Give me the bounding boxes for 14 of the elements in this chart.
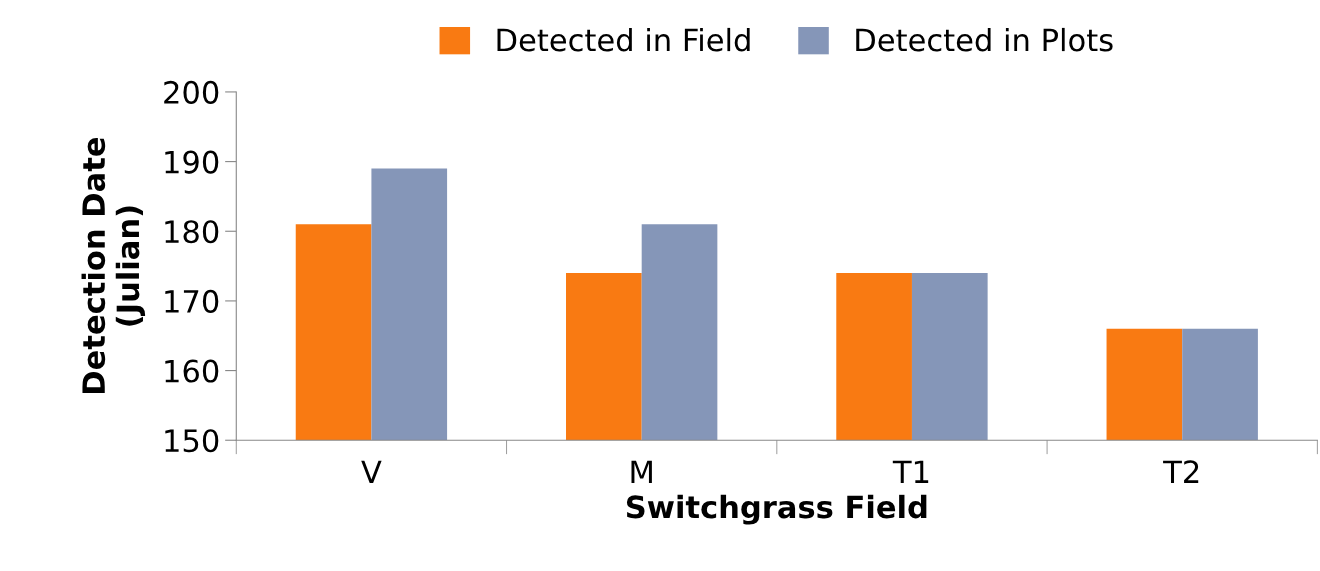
x-axis-title: Switchgrass Field (626, 494, 927, 525)
y-tick-label: 150 (165, 429, 219, 453)
y-tick-label: 190 (165, 150, 219, 174)
y-tick-label: 160 (165, 359, 219, 383)
y-tick-label: 180 (165, 220, 219, 244)
x-tick-label: V (361, 460, 382, 483)
x-tick-label: T1 (892, 460, 929, 483)
legend-label: Detected in Field (497, 27, 750, 52)
x-tick-label: T2 (1163, 460, 1199, 483)
y-axis-title: Detection Date (Julian) (81, 137, 146, 393)
x-tick-label: M (631, 460, 652, 483)
y-tick-label: 170 (165, 289, 219, 313)
y-tick-label: 200 (164, 80, 219, 104)
legend-label: Detected in Plots (856, 27, 1113, 52)
